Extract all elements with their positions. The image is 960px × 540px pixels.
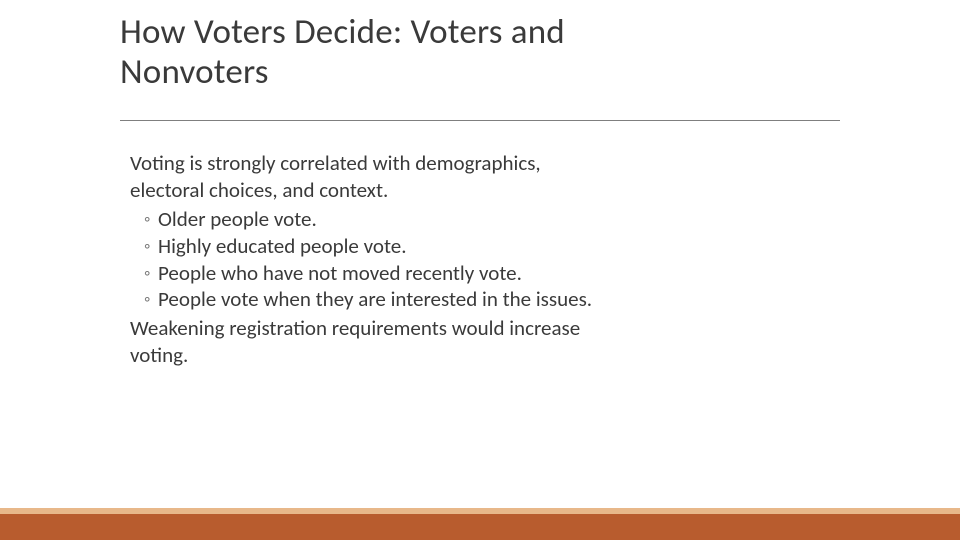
list-item-text: Older people vote. [158, 206, 600, 233]
bullet-icon: ◦ [144, 233, 158, 259]
title-rule [120, 120, 840, 121]
bullet-icon: ◦ [144, 206, 158, 232]
list-item-text: Highly educated people vote. [158, 233, 600, 260]
body-bullets: ◦ Older people vote. ◦ Highly educated p… [130, 206, 600, 314]
slide-body: Voting is strongly correlated with demog… [130, 150, 600, 371]
list-item: ◦ People vote when they are interested i… [130, 286, 600, 313]
list-item: ◦ Highly educated people vote. [130, 233, 600, 260]
footer-bar [0, 508, 960, 540]
body-closing: Weakening registration requirements woul… [130, 315, 600, 369]
list-item: ◦ Older people vote. [130, 206, 600, 233]
footer-bar-main [0, 514, 960, 540]
list-item-text: People vote when they are interested in … [158, 286, 600, 313]
slide: How Voters Decide: Voters and Nonvoters … [0, 0, 960, 540]
slide-title: How Voters Decide: Voters and Nonvoters [120, 12, 620, 93]
bullet-icon: ◦ [144, 286, 158, 312]
bullet-icon: ◦ [144, 260, 158, 286]
list-item: ◦ People who have not moved recently vot… [130, 260, 600, 287]
body-intro: Voting is strongly correlated with demog… [130, 150, 600, 204]
list-item-text: People who have not moved recently vote. [158, 260, 600, 287]
